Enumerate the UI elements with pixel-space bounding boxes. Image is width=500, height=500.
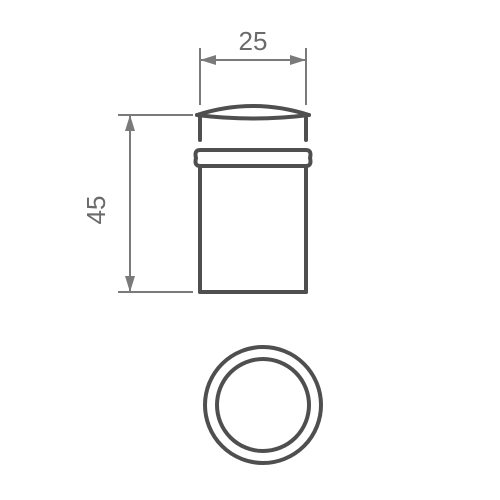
dim-height-label: 45: [81, 196, 111, 225]
top-view: [205, 347, 321, 463]
technical-drawing: 25 45: [0, 0, 500, 500]
side-view: [196, 106, 311, 292]
dim-width-label: 25: [239, 26, 268, 56]
